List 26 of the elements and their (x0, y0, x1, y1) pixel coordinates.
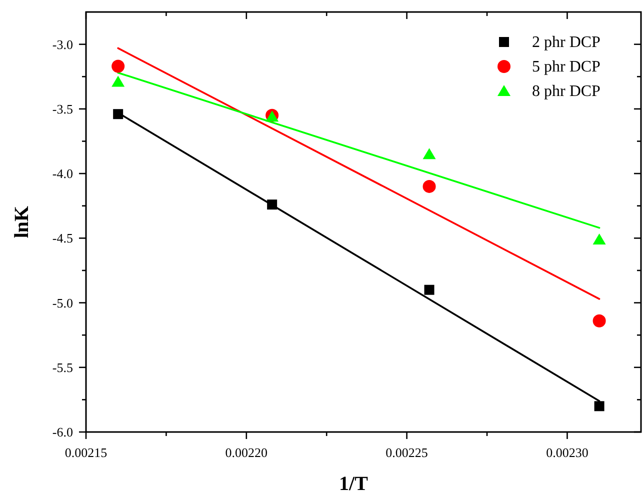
x-tick-label: 0.00230 (546, 445, 588, 460)
point (267, 200, 278, 210)
point (113, 109, 124, 120)
y-tick-label: -4.5 (52, 230, 73, 246)
point (112, 76, 125, 87)
legend-label: 8 phr DCP (532, 83, 601, 100)
point (594, 401, 604, 412)
y-tick-label: -5.0 (52, 295, 73, 310)
x-tick-label: 0.00225 (386, 445, 428, 460)
point (592, 314, 606, 328)
point (592, 233, 606, 244)
point (422, 148, 436, 160)
y-tick-label: -3.5 (52, 101, 73, 116)
legend-label: 2 phr DCP (532, 34, 601, 51)
y-axis-title: lnK (11, 205, 33, 238)
x-axis-title: 1/T (339, 473, 369, 495)
legend-label: 5 phr DCP (532, 58, 601, 76)
y-tick-label: -4.0 (52, 166, 73, 182)
y-tick-label: -5.5 (52, 360, 73, 375)
y-tick-label: -3.0 (52, 36, 73, 52)
point (424, 284, 434, 295)
y-tick-label: -6.0 (52, 424, 73, 440)
point (422, 180, 436, 193)
x-tick-label: 0.00220 (225, 445, 268, 460)
x-tick-label: 0.00215 (64, 445, 108, 460)
point (112, 60, 125, 73)
